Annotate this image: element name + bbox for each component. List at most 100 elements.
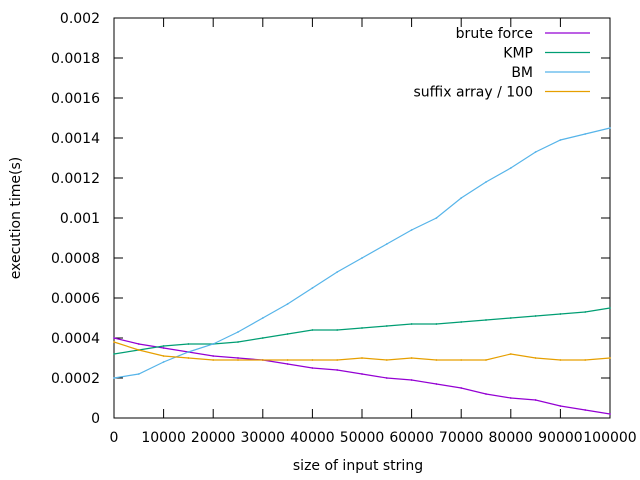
- series-point-2: [237, 331, 239, 333]
- series-point-1: [609, 307, 611, 309]
- series-point-1: [336, 329, 339, 331]
- series-point-0: [385, 377, 388, 379]
- series-line-0: [113, 337, 611, 415]
- legend-label: KMP: [503, 46, 533, 62]
- legend: brute force KMP BM suffix array / 100: [414, 26, 590, 101]
- series-point-3: [485, 359, 487, 361]
- series-line-1: [113, 307, 611, 355]
- series-point-3: [311, 359, 314, 361]
- series-point-1: [559, 313, 562, 315]
- series-point-3: [460, 359, 463, 361]
- series-point-3: [336, 359, 339, 361]
- series-point-0: [286, 363, 289, 365]
- y-axis-ticks: 0 0.0002 0.0004 0.0006 0.0008 0.001 0.0012 0.00…: [51, 11, 610, 427]
- series-point-0: [137, 343, 140, 345]
- series-point-2: [261, 317, 264, 319]
- series-point-0: [534, 399, 537, 401]
- legend-label: BM: [511, 65, 533, 81]
- series-point-0: [485, 393, 487, 395]
- series-point-2: [162, 361, 165, 363]
- series-point-0: [584, 409, 587, 411]
- series-point-2: [286, 303, 289, 305]
- series-point-1: [237, 341, 239, 343]
- x-tick-label: 60000: [389, 430, 434, 446]
- series-point-0: [559, 405, 562, 407]
- series-point-0: [336, 369, 339, 371]
- series-point-2: [509, 167, 512, 169]
- series-point-3: [212, 359, 215, 361]
- series-point-1: [584, 311, 587, 313]
- x-tick-label: 10000: [141, 430, 186, 446]
- x-tick-label: 40000: [290, 430, 335, 446]
- series-point-1: [460, 321, 463, 323]
- series-point-1: [113, 353, 115, 355]
- series-point-2: [609, 127, 611, 129]
- series-point-0: [311, 367, 314, 369]
- series-point-3: [113, 341, 115, 343]
- series-point-2: [435, 217, 438, 219]
- series-point-2: [361, 257, 363, 259]
- series-point-0: [509, 397, 512, 399]
- x-tick-label: 70000: [439, 430, 484, 446]
- series-point-1: [187, 343, 190, 345]
- series-point-1: [534, 315, 537, 317]
- y-tick-label: 0.001: [60, 211, 100, 227]
- series-point-3: [435, 359, 438, 361]
- series-point-1: [261, 337, 264, 339]
- series-point-0: [410, 379, 413, 381]
- series-point-3: [162, 355, 165, 357]
- y-tick-label: 0.0018: [51, 51, 100, 67]
- series-lines: [113, 127, 611, 415]
- series-point-3: [286, 359, 289, 361]
- series-point-2: [460, 197, 463, 199]
- series-point-3: [609, 357, 611, 359]
- series-point-1: [485, 319, 487, 321]
- x-axis-ticks: 0 10000 20000 30000 40000 50000 60000 70000 8000…: [110, 18, 637, 446]
- series-point-2: [534, 151, 537, 153]
- series-point-1: [509, 317, 512, 319]
- y-tick-label: 0.0006: [51, 291, 100, 307]
- series-point-3: [261, 359, 264, 361]
- series-point-3: [509, 353, 512, 355]
- series-point-2: [336, 271, 339, 273]
- series-point-3: [361, 357, 363, 359]
- x-tick-label: 50000: [340, 430, 385, 446]
- y-tick-label: 0.002: [60, 11, 100, 27]
- y-tick-label: 0.0016: [51, 91, 100, 107]
- series-point-0: [435, 383, 438, 385]
- y-tick-label: 0.0012: [51, 171, 100, 187]
- series-point-2: [385, 243, 388, 245]
- x-tick-label: 100000: [583, 430, 636, 446]
- series-line-2: [113, 127, 611, 379]
- series-point-1: [435, 323, 438, 325]
- series-point-0: [460, 387, 463, 389]
- x-tick-label: 20000: [191, 430, 236, 446]
- legend-label: brute force: [456, 26, 533, 42]
- series-point-3: [559, 359, 562, 361]
- series-point-3: [237, 359, 239, 361]
- series-point-3: [137, 349, 140, 351]
- y-tick-label: 0.0008: [51, 251, 100, 267]
- series-point-1: [286, 333, 289, 335]
- series-point-1: [162, 345, 165, 347]
- series-point-3: [410, 357, 413, 359]
- series-point-2: [311, 287, 314, 289]
- series-point-1: [361, 327, 363, 329]
- y-tick-label: 0: [91, 411, 100, 427]
- series-point-0: [113, 337, 115, 339]
- series-point-3: [385, 359, 388, 361]
- series-point-2: [113, 377, 115, 379]
- series-point-2: [137, 373, 140, 375]
- series-point-0: [212, 355, 215, 357]
- y-axis-label: execution time(s): [8, 157, 24, 280]
- x-tick-label: 90000: [538, 430, 583, 446]
- series-point-2: [485, 181, 487, 183]
- series-point-2: [584, 133, 587, 135]
- series-point-3: [187, 357, 190, 359]
- series-point-1: [385, 325, 388, 327]
- series-point-2: [410, 229, 413, 231]
- x-tick-label: 0: [110, 430, 119, 446]
- series-point-3: [584, 359, 587, 361]
- series-point-1: [410, 323, 413, 325]
